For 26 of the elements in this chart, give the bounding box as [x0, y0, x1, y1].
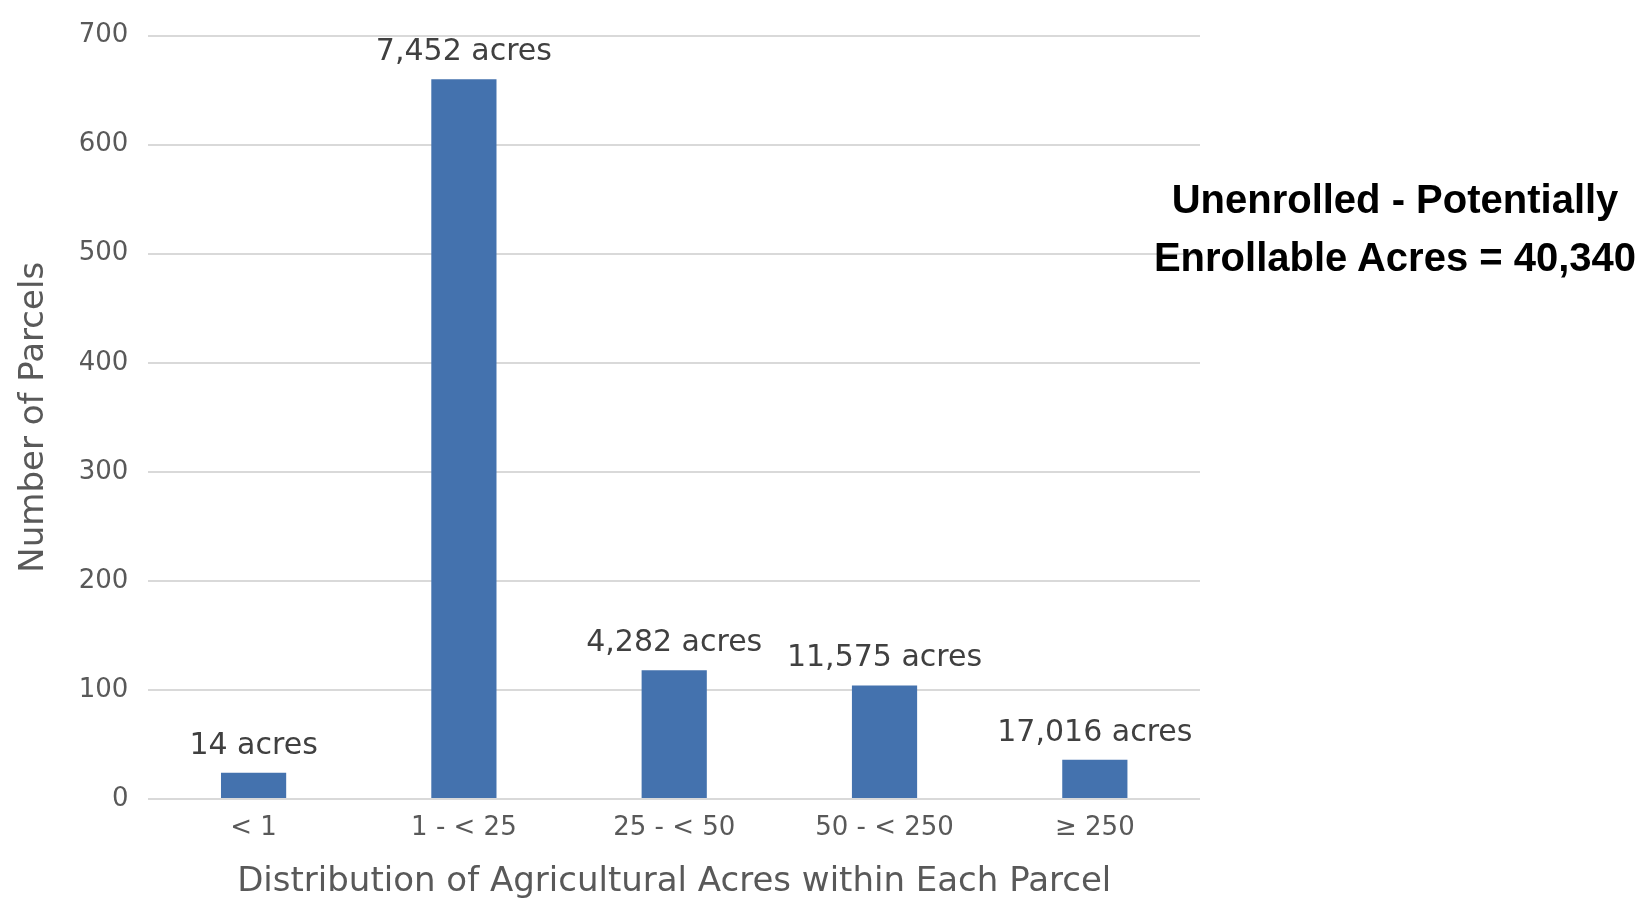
annotation: Unenrolled - Potentially Enrollable Acres = 40,340	[1152, 176, 1638, 281]
y-tick-label: 100	[78, 672, 129, 703]
y-tick-label: 0	[111, 781, 129, 812]
x-tick-label: ≥ 250	[1055, 811, 1135, 842]
annotation: 14 acres	[189, 725, 318, 761]
x-tick-label: 50 - < 250	[815, 811, 954, 842]
x-tick-label: 1 - < 25	[411, 811, 517, 842]
y-tick-label: 500	[78, 236, 129, 267]
y-tick-label: 600	[78, 127, 129, 158]
bar	[1062, 759, 1128, 798]
bar	[641, 670, 707, 798]
y-tick-label: 700	[78, 18, 129, 49]
y-tick-label: 200	[78, 563, 129, 594]
bar	[851, 685, 918, 798]
x-tick-label: < 1	[230, 811, 277, 842]
x-axis-title: Distribution of Agricultural Acres within Each Parcel	[237, 859, 1112, 900]
annotation: 7,452 acres	[375, 32, 552, 68]
annotation: 17,016 acres	[997, 712, 1193, 748]
annotation: 4,282 acres	[586, 623, 763, 659]
y-tick-label: 300	[78, 454, 129, 485]
y-tick-label: 400	[78, 345, 129, 376]
x-tick-label: 25 - < 50	[613, 811, 736, 842]
annotation: 11,575 acres	[786, 638, 983, 674]
y-axis-title: Number of Parcels	[11, 261, 52, 573]
bar	[431, 79, 497, 798]
bar	[220, 772, 287, 798]
